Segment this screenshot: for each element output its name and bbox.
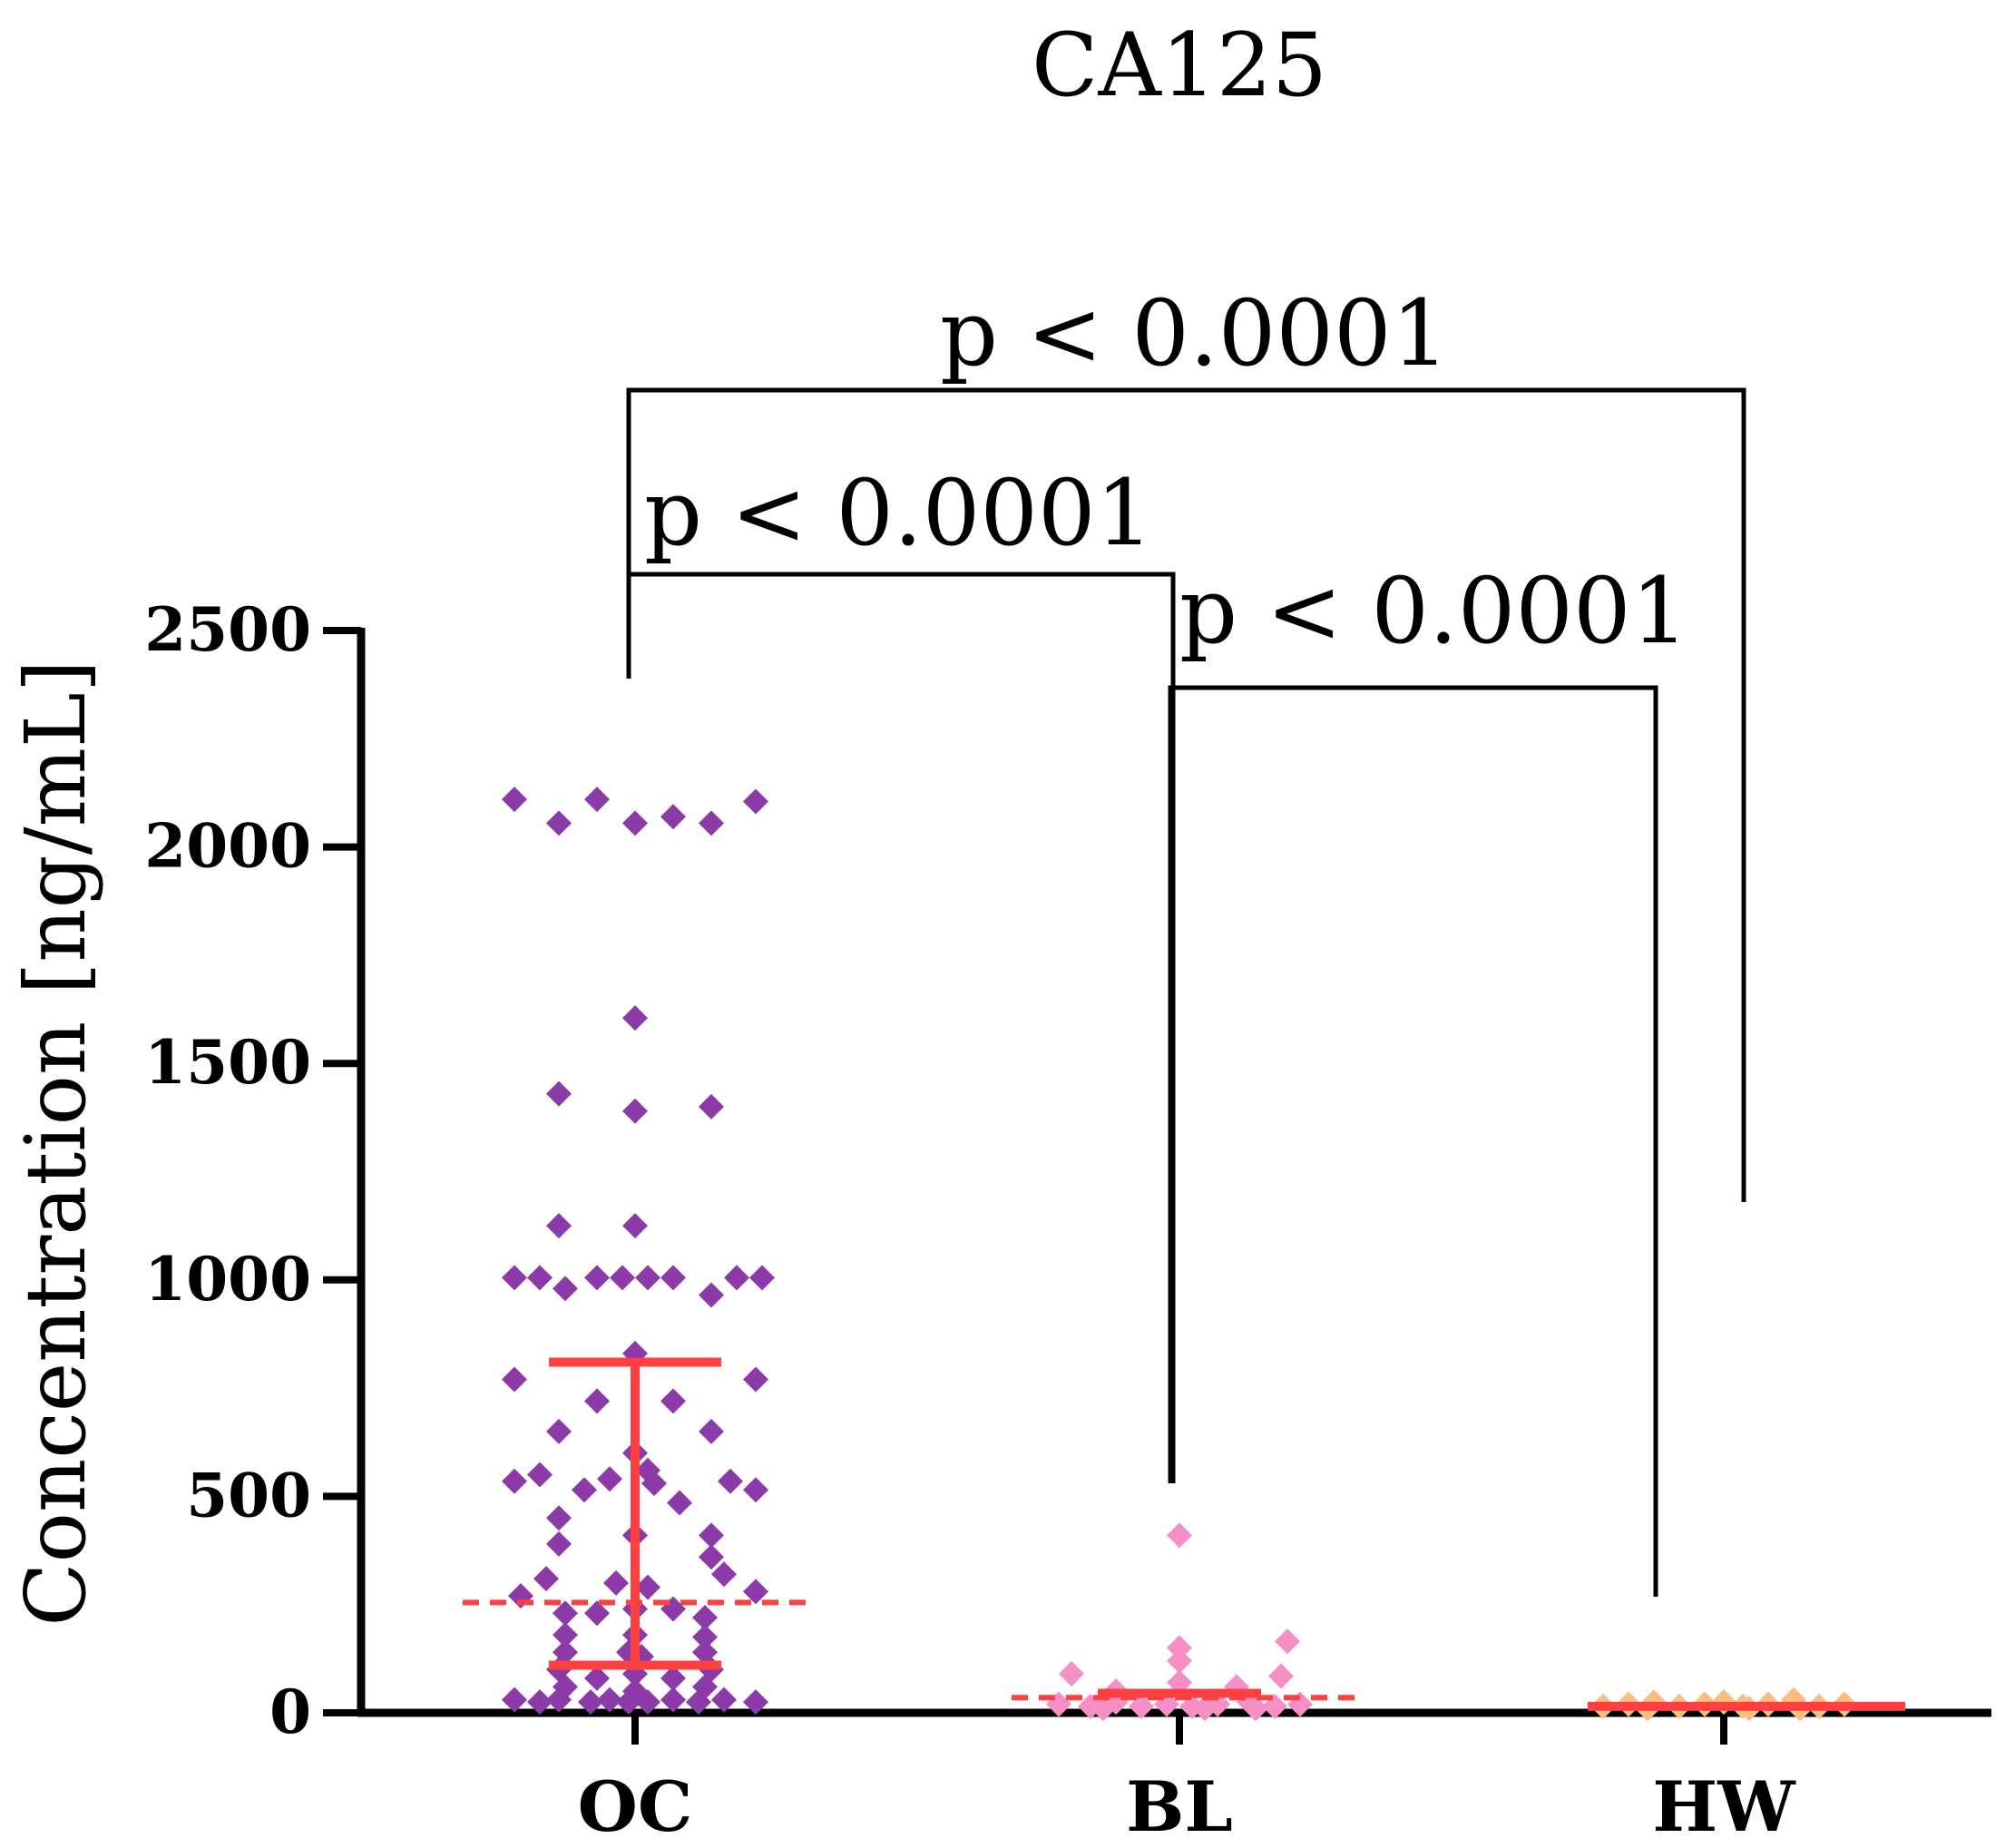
data-point-oc: [533, 1566, 559, 1592]
data-point-oc: [603, 1569, 629, 1596]
data-point-oc: [724, 1265, 749, 1291]
data-point-oc: [692, 1605, 718, 1631]
data-point-oc: [749, 1265, 775, 1291]
data-point-oc: [553, 1622, 578, 1648]
data-point-oc: [527, 1689, 553, 1716]
data-point-oc: [502, 1468, 527, 1494]
x-tick-label: BL: [1126, 1766, 1233, 1847]
data-point-oc: [743, 1477, 768, 1503]
data-point-oc: [546, 1080, 572, 1107]
data-point-oc: [502, 1687, 527, 1713]
data-point-oc: [692, 1624, 718, 1650]
axes: 0 500 1000 1500 2000 2500 OC BL HW: [144, 594, 1991, 1847]
data-point-oc: [635, 1689, 660, 1716]
data-point-oc: [622, 1005, 648, 1032]
data-point-oc: [699, 810, 724, 836]
data-points: [502, 787, 1857, 1722]
y-tick-label: 1000: [144, 1244, 311, 1315]
data-point-bl: [1167, 1522, 1192, 1549]
y-tick-label: 0: [269, 1677, 311, 1747]
data-point-oc: [711, 1687, 737, 1713]
y-tick-label: 1500: [144, 1027, 311, 1098]
data-point-oc: [622, 810, 648, 836]
data-point-oc: [546, 1213, 572, 1239]
data-point-oc: [635, 1574, 660, 1600]
data-point-oc: [667, 1490, 692, 1516]
data-point-oc: [597, 1687, 622, 1713]
data-point-oc: [578, 1689, 603, 1716]
data-point-oc: [622, 1098, 648, 1124]
data-point-oc: [711, 1561, 737, 1588]
data-point-bl: [1243, 1696, 1268, 1722]
data-point-oc: [553, 1600, 578, 1627]
significance-label: p < 0.0001: [1179, 558, 1688, 664]
data-point-bl: [1091, 1696, 1116, 1722]
data-point-oc: [635, 1265, 660, 1291]
data-point-oc: [699, 1522, 724, 1549]
data-point-oc: [660, 1665, 686, 1691]
significance-bracket: [626, 572, 1176, 1483]
data-point-oc: [502, 787, 527, 813]
data-point-oc: [743, 1366, 768, 1393]
significance-label: p < 0.0001: [644, 460, 1153, 566]
data-point-bl: [1167, 1648, 1192, 1674]
data-point-oc: [546, 1687, 572, 1713]
data-point-oc: [699, 1282, 724, 1308]
data-point-oc: [546, 1530, 572, 1557]
data-point-bl: [1268, 1663, 1294, 1689]
data-point-oc: [641, 1471, 667, 1497]
data-point-oc: [616, 1689, 641, 1716]
summary-lines: [463, 1357, 1905, 1711]
data-point-oc: [699, 1544, 724, 1570]
data-point-oc: [546, 1418, 572, 1444]
y-tick-label: 500: [186, 1460, 311, 1530]
significance-label: p < 0.0001: [940, 280, 1449, 386]
data-point-bl: [1192, 1696, 1218, 1722]
data-point-oc: [699, 1418, 724, 1444]
y-tick-label: 2500: [144, 594, 311, 665]
data-point-oc: [743, 1579, 768, 1605]
data-point-oc: [527, 1462, 553, 1488]
data-point-oc: [584, 1388, 610, 1414]
data-point-oc: [546, 810, 572, 836]
data-point-oc: [743, 788, 768, 815]
data-point-oc: [584, 1665, 610, 1691]
x-tick-label: HW: [1652, 1766, 1796, 1847]
significance-bracket: [1168, 685, 1658, 1597]
data-point-oc: [584, 787, 610, 813]
data-point-oc: [553, 1276, 578, 1302]
data-point-bl: [1275, 1628, 1300, 1655]
data-point-oc: [584, 1600, 610, 1627]
data-point-oc: [660, 1388, 686, 1414]
data-point-bl: [1167, 1635, 1192, 1661]
data-point-oc: [546, 1505, 572, 1531]
data-point-oc: [502, 1366, 527, 1393]
x-tick-label: OC: [578, 1766, 693, 1847]
significance-bracket: [626, 387, 1746, 1202]
data-point-oc: [610, 1265, 635, 1291]
data-point-oc: [597, 1466, 622, 1492]
y-axis-label: Concentration [ng/mL]: [7, 660, 104, 1627]
data-point-oc: [572, 1477, 597, 1503]
data-point-oc: [699, 1093, 724, 1120]
data-point-oc: [660, 804, 686, 830]
data-point-oc: [584, 1265, 610, 1291]
data-point-oc: [686, 1689, 711, 1716]
y-tick-label: 2000: [144, 811, 311, 882]
data-point-oc: [660, 1687, 686, 1713]
data-point-oc: [743, 1689, 768, 1716]
data-point-bl: [1059, 1661, 1084, 1687]
data-point-oc: [527, 1265, 553, 1291]
data-point-oc: [502, 1265, 527, 1291]
data-point-oc: [622, 1213, 648, 1239]
data-point-oc: [718, 1468, 743, 1494]
data-point-oc: [660, 1265, 686, 1291]
chart-title: CA125: [1032, 15, 1327, 116]
